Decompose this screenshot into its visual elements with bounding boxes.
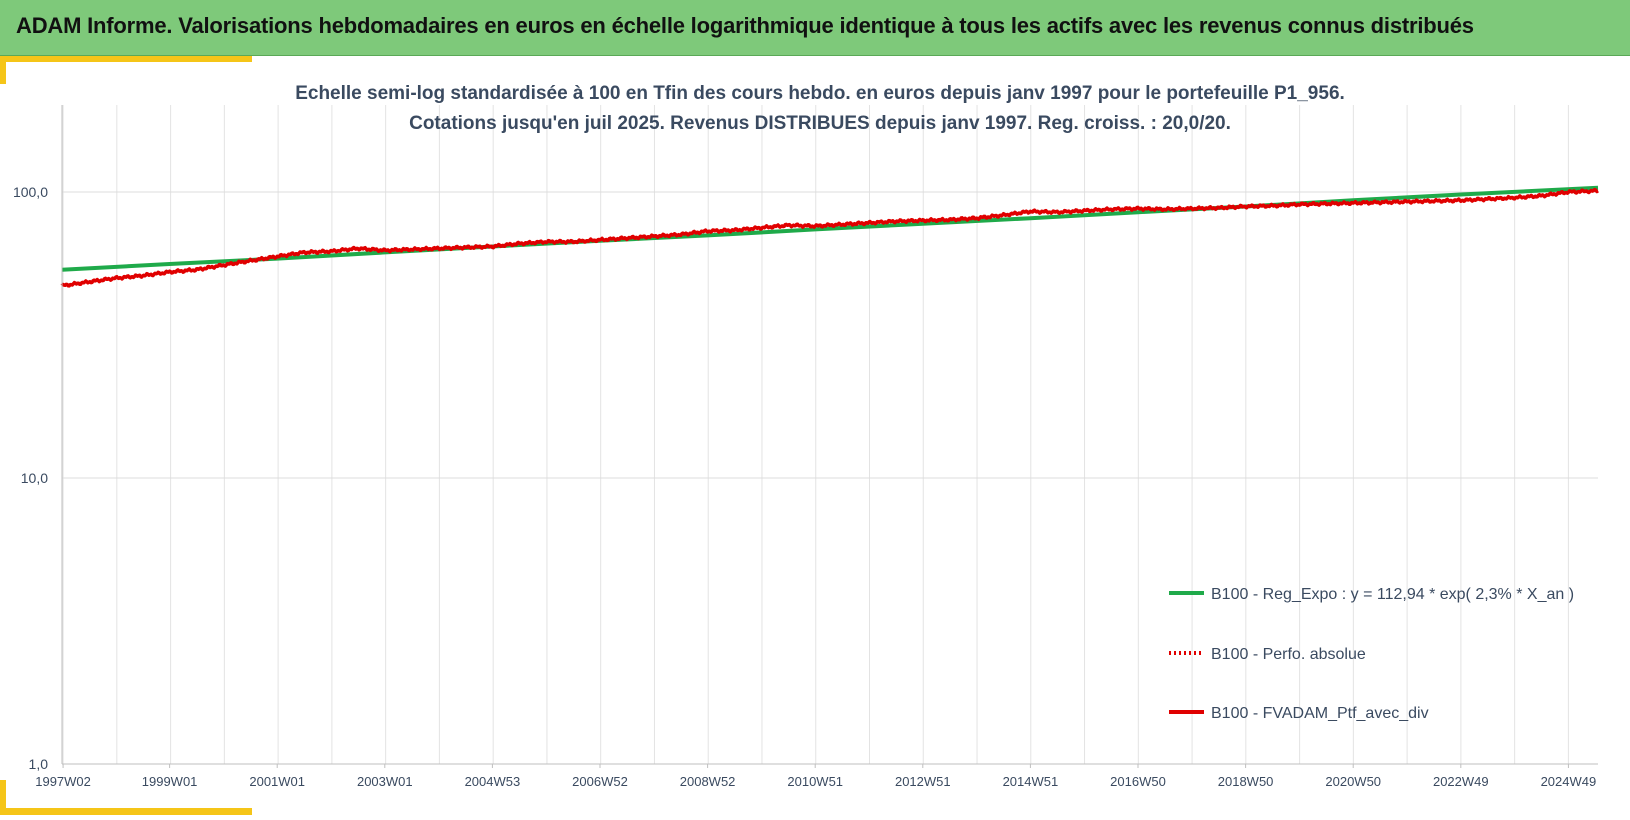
y-tick-label: 1,0 (29, 756, 49, 772)
x-tick-label: 1997W02 (35, 774, 91, 789)
x-tick-label: 2022W49 (1433, 774, 1489, 789)
gold-accent-bottom-left (0, 780, 6, 815)
gold-accent-top (0, 56, 252, 62)
x-tick-label: 2008W52 (680, 774, 736, 789)
x-tick-label: 2010W51 (787, 774, 843, 789)
x-tick-label: 2004W53 (465, 774, 521, 789)
y-tick-label: 10,0 (21, 470, 48, 486)
legend-label: B100 - Perfo. absolue (1211, 646, 1366, 663)
x-tick-label: 2018W50 (1218, 774, 1274, 789)
x-tick-label: 2024W49 (1541, 774, 1597, 789)
legend: B100 - Reg_Expo : y = 112,94 * exp( 2,3%… (1169, 586, 1574, 722)
x-tick-label: 2001W01 (249, 774, 305, 789)
gold-accent-bottom (0, 808, 252, 815)
x-tick-label: 2020W50 (1325, 774, 1381, 789)
x-tick-label: 2003W01 (357, 774, 413, 789)
x-tick-label: 2016W50 (1110, 774, 1166, 789)
x-tick-label: 2014W51 (1003, 774, 1059, 789)
series-line-regression (61, 185, 1599, 272)
header-banner: ADAM Informe. Valorisations hebdomadaire… (0, 0, 1630, 56)
chart-title: Echelle semi-log standardisée à 100 en T… (295, 83, 1345, 104)
chart-subtitle: Cotations jusqu'en juil 2025. Revenus DI… (409, 113, 1231, 134)
legend-label: B100 - FVADAM_Ptf_avec_div (1211, 705, 1429, 722)
legend-item-regression: B100 - Reg_Expo : y = 112,94 * exp( 2,3%… (1169, 586, 1574, 603)
x-tick-label: 1999W01 (142, 774, 198, 789)
gold-accent-left (0, 56, 6, 84)
legend-item-portfolio: B100 - FVADAM_Ptf_avec_div (1169, 705, 1429, 722)
x-tick-label: 2006W52 (572, 774, 628, 789)
x-tick-label: 2012W51 (895, 774, 951, 789)
y-tick-label: 100,0 (13, 184, 48, 200)
series-line-portfolio (60, 187, 1599, 288)
legend-label: B100 - Reg_Expo : y = 112,94 * exp( 2,3%… (1211, 586, 1574, 603)
banner-title: ADAM Informe. Valorisations hebdomadaire… (16, 13, 1474, 38)
legend-item-perfo-absolue: B100 - Perfo. absolue (1169, 646, 1366, 663)
